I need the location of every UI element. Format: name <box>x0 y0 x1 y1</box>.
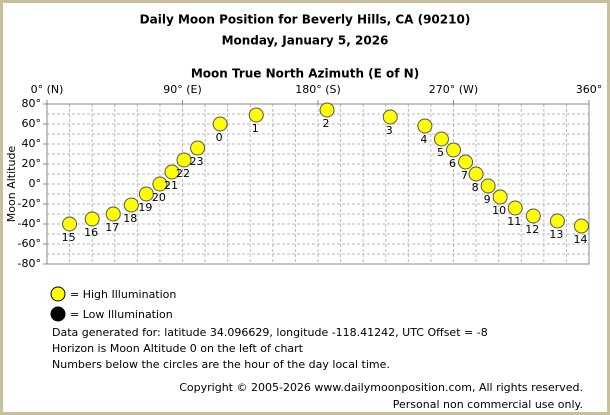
moon-point <box>212 116 228 132</box>
hour-label: 10 <box>492 204 506 217</box>
moon-point <box>417 118 433 134</box>
hour-label: 20 <box>152 191 166 204</box>
copyright: Personal non commercial use only. <box>393 398 583 411</box>
moon-point <box>458 154 474 170</box>
legend-swatch <box>50 286 66 302</box>
hour-label: 5 <box>437 146 444 159</box>
moon-point <box>248 107 264 123</box>
moon-point <box>62 216 78 232</box>
hour-label: 23 <box>190 155 204 168</box>
hour-label: 22 <box>176 167 190 180</box>
x-tick-label: 0° (N) <box>31 83 64 96</box>
moon-point <box>573 218 589 234</box>
hour-label: 15 <box>62 231 76 244</box>
moon-point <box>549 213 565 229</box>
hour-label: 16 <box>84 226 98 239</box>
hour-label: 21 <box>164 179 178 192</box>
hour-label: 4 <box>420 133 427 146</box>
moon-point <box>492 189 508 205</box>
y-tick-label: 40° <box>22 137 42 150</box>
y-tick-label: 20° <box>22 157 42 170</box>
moon-point <box>138 186 154 202</box>
hour-label: 2 <box>323 117 330 130</box>
y-tick-label: -40° <box>18 217 41 230</box>
hour-label: 12 <box>525 223 539 236</box>
note: Numbers below the circles are the hour o… <box>52 358 390 371</box>
x-axis-title: Moon True North Azimuth (E of N) <box>191 67 419 81</box>
y-tick-label: -80° <box>18 257 41 270</box>
hour-label: 13 <box>549 228 563 241</box>
hour-label: 18 <box>123 212 137 225</box>
y-tick-label: -20° <box>18 197 41 210</box>
hour-label: 11 <box>507 215 521 228</box>
moon-point <box>446 142 461 158</box>
moon-point <box>382 109 398 125</box>
hour-label: 17 <box>105 221 119 234</box>
copyright: Copyright © 2005-2026 www.dailymoonposit… <box>179 381 583 394</box>
hour-label: 19 <box>138 201 152 214</box>
chart-title: Daily Moon Position for Beverly Hills, C… <box>140 13 471 27</box>
hour-label: 14 <box>573 233 587 246</box>
legend-swatch <box>50 306 66 322</box>
hour-label: 0 <box>216 131 223 144</box>
legend-label: = High Illumination <box>70 288 176 301</box>
hour-label: 8 <box>472 181 479 194</box>
chart-subtitle: Monday, January 5, 2026 <box>222 34 389 48</box>
moon-point <box>507 200 523 216</box>
legend-label: = Low Illumination <box>70 308 173 321</box>
moon-point <box>176 152 192 168</box>
moon-point <box>525 208 541 224</box>
hour-label: 6 <box>449 157 456 170</box>
hour-label: 9 <box>484 193 491 206</box>
moon-point <box>152 176 168 192</box>
y-tick-label: 0° <box>29 177 42 190</box>
moon-point <box>468 166 484 182</box>
hour-label: 7 <box>461 169 468 182</box>
y-tick-label: 60° <box>22 117 42 130</box>
moon-point <box>84 211 100 227</box>
x-tick-label: 360° <box>576 83 603 96</box>
y-tick-label: -60° <box>18 237 41 250</box>
moon-point <box>190 140 206 156</box>
hour-label: 3 <box>386 124 393 137</box>
y-axis-title: Moon Altitude <box>5 146 18 223</box>
moon-point <box>123 197 139 213</box>
y-tick-label: 80° <box>22 97 42 110</box>
hour-label: 1 <box>252 122 259 135</box>
moon-point <box>164 164 180 180</box>
note: Data generated for: latitude 34.096629, … <box>52 326 488 339</box>
moon-point <box>433 131 449 147</box>
x-tick-label: 180° (S) <box>295 83 341 96</box>
moon-point <box>480 178 496 194</box>
moon-point <box>105 206 121 222</box>
x-tick-label: 270° (W) <box>429 83 478 96</box>
x-tick-label: 90° (E) <box>163 83 202 96</box>
moon-point <box>319 102 335 118</box>
note: Horizon is Moon Altitude 0 on the left o… <box>52 342 304 355</box>
